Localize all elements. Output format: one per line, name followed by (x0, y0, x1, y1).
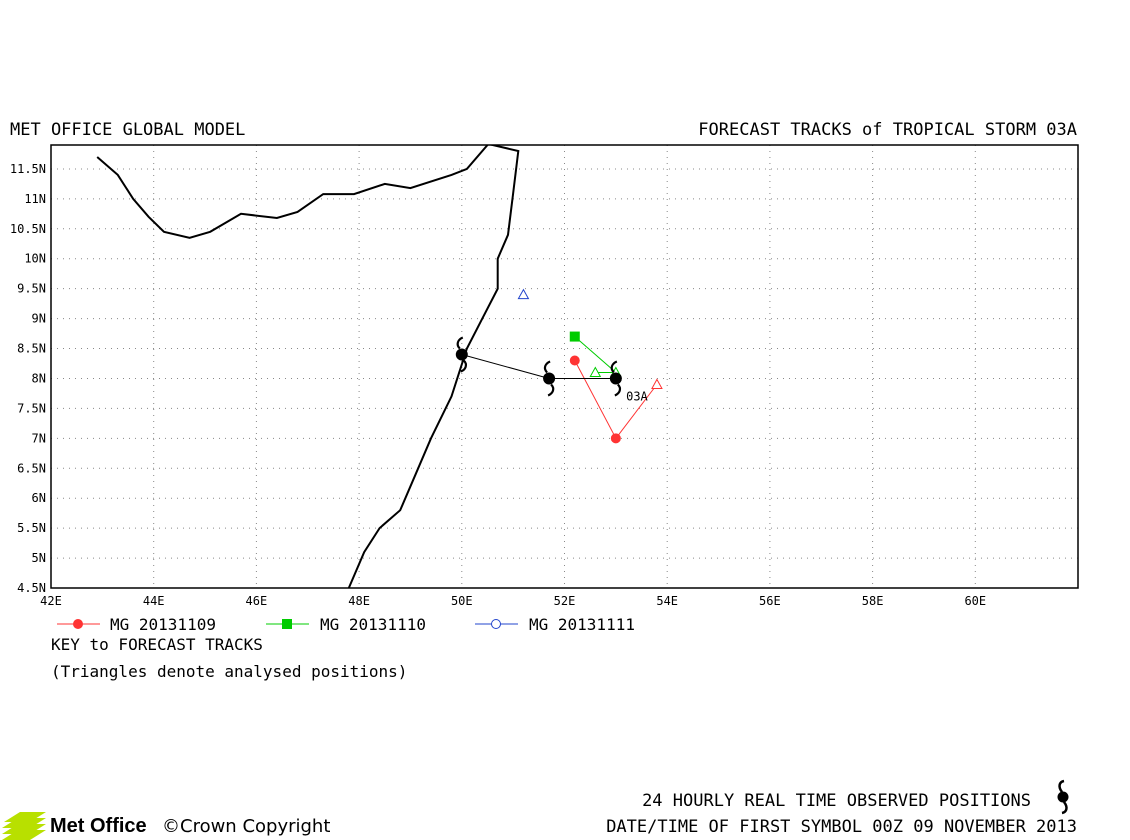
analysed-position-triangle (589, 366, 602, 377)
y-tick-label: 8N (32, 371, 46, 385)
key-note: (Triangles denote analysed positions) (51, 662, 407, 681)
y-tick-label: 9.5N (17, 282, 46, 296)
lat-lon-grid (51, 145, 1078, 588)
forecast-tracks (517, 288, 663, 444)
y-tick-label: 11.5N (10, 162, 46, 176)
storm-label: 03A (626, 389, 648, 403)
forecast-track-3 (517, 288, 530, 300)
y-tick-label: 9N (32, 312, 46, 326)
legend-entry-mg-20131110: MG 20131110 (266, 615, 426, 634)
y-tick-label: 6N (32, 491, 46, 505)
legend-label: MG 20131111 (529, 615, 635, 634)
legend-marker-circle (73, 619, 83, 629)
y-tick-label: 7N (32, 431, 46, 445)
tropical-storm-icon (609, 360, 622, 397)
y-tick-label: 5N (32, 551, 46, 565)
analysed-position-triangle (651, 378, 663, 389)
forecast-point (610, 433, 621, 444)
met-office-logo: Met Office (2, 812, 147, 840)
coastline-somalia-east (347, 145, 520, 588)
x-tick-label: 56E (759, 594, 781, 608)
x-tick-label: 58E (862, 594, 884, 608)
observed-track (455, 336, 622, 397)
legend-entry-mg-20131109: MG 20131109 (57, 615, 216, 634)
analysed-position-triangle (517, 288, 530, 300)
forecast-point (569, 331, 580, 342)
legend: MG 20131109 MG 20131110 MG 20131111 KEY … (51, 615, 635, 681)
longitude-tick-labels: 42E 44E 46E 48E 50E 52E 54E 56E 58E 60E (40, 594, 986, 608)
legend-entry-mg-20131111: MG 20131111 (475, 615, 635, 634)
map-frame (50, 144, 1079, 589)
forecast-track-1 (569, 355, 663, 444)
y-tick-label: 4.5N (17, 581, 46, 595)
x-tick-label: 42E (40, 594, 62, 608)
tropical-storm-symbol-icon (1057, 779, 1069, 815)
coastline-gulf-of-aden (96, 145, 489, 239)
header-right-title: FORECAST TRACKS of TROPICAL STORM 03A (698, 120, 1077, 140)
y-tick-label: 5.5N (17, 521, 46, 535)
x-tick-label: 54E (656, 594, 678, 608)
latitude-tick-labels: 4.5N 5N 5.5N 6N 6.5N 7N 7.5N 8N 8.5N 9N 9.5N 10N 10.… (10, 162, 46, 595)
observed-positions-note: 24 HOURLY REAL TIME OBSERVED POSITIONS (642, 791, 1031, 811)
key-title: KEY to FORECAST TRACKS (51, 635, 263, 654)
y-tick-label: 6.5N (17, 461, 46, 475)
y-tick-label: 8.5N (17, 342, 46, 356)
x-tick-label: 44E (143, 594, 165, 608)
y-tick-label: 11N (24, 192, 46, 206)
x-tick-label: 50E (451, 594, 473, 608)
legend-label: MG 20131110 (320, 615, 426, 634)
forecast-point (569, 355, 580, 366)
x-tick-label: 48E (348, 594, 370, 608)
x-tick-label: 46E (246, 594, 268, 608)
y-tick-label: 7.5N (17, 401, 46, 415)
first-symbol-datetime: DATE/TIME OF FIRST SYMBOL 00Z 09 NOVEMBE… (606, 817, 1077, 837)
tropical-storm-icon (455, 336, 468, 373)
header-left-title: MET OFFICE GLOBAL MODEL (10, 120, 245, 140)
y-tick-label: 10.5N (10, 222, 46, 236)
logo-text: Met Office (50, 815, 147, 837)
legend-marker-square (282, 619, 292, 629)
legend-marker-open-circle (491, 619, 501, 629)
met-office-logo-icon (2, 812, 46, 840)
copyright-text: ©Crown Copyright (162, 816, 330, 837)
y-tick-label: 10N (24, 252, 46, 266)
x-tick-label: 60E (964, 594, 986, 608)
legend-label: MG 20131109 (110, 615, 216, 634)
x-tick-label: 52E (554, 594, 576, 608)
tropical-storm-icon (543, 360, 556, 397)
